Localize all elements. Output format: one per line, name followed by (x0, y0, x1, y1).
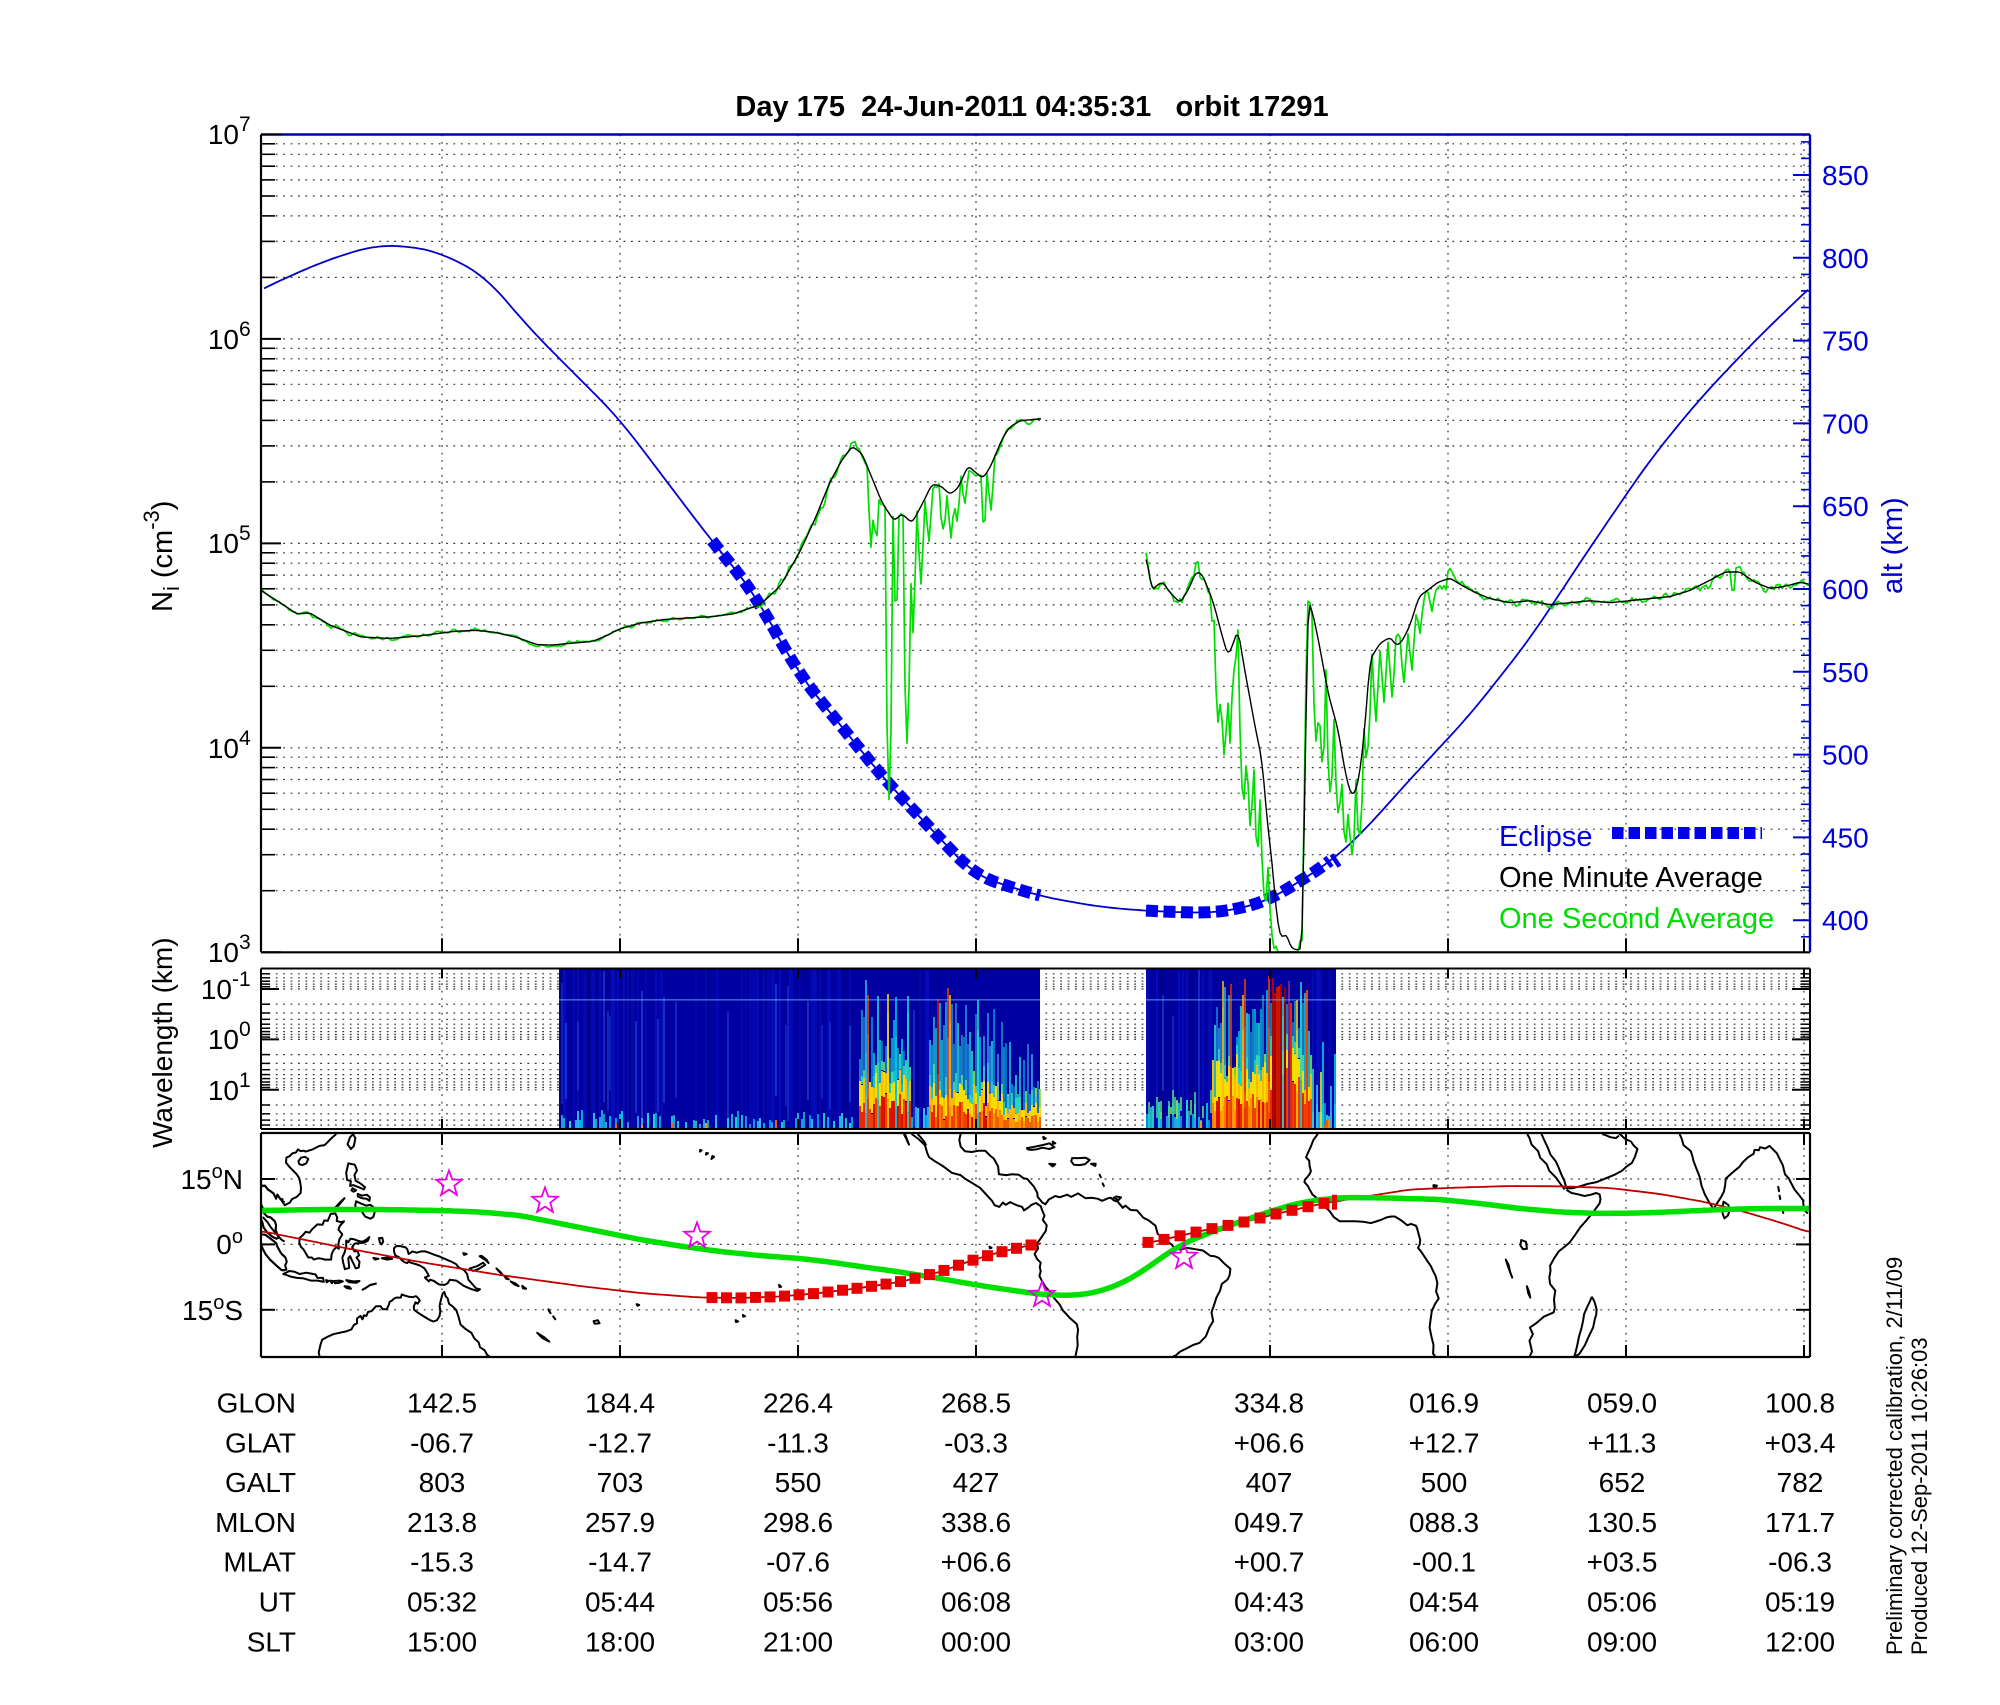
svg-text:One Second Average: One Second Average (1499, 903, 1774, 935)
svg-text:257.9: 257.9 (585, 1507, 655, 1538)
svg-text:500: 500 (1822, 740, 1869, 771)
svg-text:338.6: 338.6 (941, 1507, 1011, 1538)
svg-text:04:54: 04:54 (1409, 1587, 1479, 1618)
svg-text:GLAT: GLAT (225, 1427, 296, 1458)
svg-text:-06.3: -06.3 (1768, 1547, 1832, 1578)
svg-text:298.6: 298.6 (763, 1507, 833, 1538)
svg-text:Day 175 24-Jun-2011 04:35:31: Day 175 24-Jun-2011 04:35:31 orbit 17291 (735, 91, 1328, 123)
svg-text:500: 500 (1421, 1467, 1468, 1498)
svg-text:Eclipse: Eclipse (1499, 821, 1593, 853)
svg-text:600: 600 (1822, 574, 1869, 605)
svg-text:100.8: 100.8 (1765, 1388, 1835, 1419)
svg-text:UT: UT (259, 1587, 296, 1618)
svg-text:-03.3: -03.3 (944, 1427, 1008, 1458)
svg-text:700: 700 (1822, 408, 1869, 439)
svg-text:800: 800 (1822, 243, 1869, 274)
svg-text:-11.3: -11.3 (767, 1427, 829, 1458)
svg-text:130.5: 130.5 (1587, 1507, 1657, 1538)
svg-text:213.8: 213.8 (407, 1507, 477, 1538)
svg-text:12:00: 12:00 (1765, 1626, 1835, 1657)
svg-text:427: 427 (953, 1467, 1000, 1498)
svg-text:652: 652 (1599, 1467, 1646, 1498)
svg-text:MLAT: MLAT (223, 1547, 296, 1578)
svg-text:650: 650 (1822, 491, 1869, 522)
svg-text:+06.6: +06.6 (1234, 1427, 1305, 1458)
svg-text:04:43: 04:43 (1234, 1587, 1304, 1618)
svg-text:-12.7: -12.7 (588, 1427, 652, 1458)
svg-text:-06.7: -06.7 (410, 1427, 474, 1458)
svg-text:-00.1: -00.1 (1412, 1547, 1476, 1578)
svg-text:alt (km): alt (km) (1877, 497, 1909, 594)
svg-text:334.8: 334.8 (1234, 1388, 1304, 1419)
svg-text:Produced 12-Sep-2011 10:26:03: Produced 12-Sep-2011 10:26:03 (1907, 1337, 1932, 1655)
svg-text:142.5: 142.5 (407, 1388, 477, 1419)
svg-text:+00.7: +00.7 (1234, 1547, 1305, 1578)
svg-text:226.4: 226.4 (763, 1388, 833, 1419)
svg-text:06:00: 06:00 (1409, 1626, 1479, 1657)
svg-text:-07.6: -07.6 (766, 1547, 830, 1578)
svg-text:049.7: 049.7 (1234, 1507, 1304, 1538)
svg-text:-14.7: -14.7 (588, 1547, 652, 1578)
svg-text:00:00: 00:00 (941, 1626, 1011, 1657)
svg-text:09:00: 09:00 (1587, 1626, 1657, 1657)
svg-text:184.4: 184.4 (585, 1388, 655, 1419)
svg-text:450: 450 (1822, 822, 1869, 853)
svg-text:088.3: 088.3 (1409, 1507, 1479, 1538)
svg-text:MLON: MLON (215, 1507, 296, 1538)
svg-text:Wavelength (km): Wavelength (km) (147, 937, 178, 1148)
svg-text:703: 703 (597, 1467, 644, 1498)
svg-text:One Minute Average: One Minute Average (1499, 862, 1763, 894)
svg-text:05:44: 05:44 (585, 1587, 655, 1618)
svg-text:550: 550 (775, 1467, 822, 1498)
svg-text:407: 407 (1246, 1467, 1293, 1498)
svg-text:15oS: 15oS (182, 1292, 243, 1326)
svg-text:803: 803 (419, 1467, 466, 1498)
svg-text:+12.7: +12.7 (1409, 1427, 1480, 1458)
svg-text:06:08: 06:08 (941, 1587, 1011, 1618)
svg-text:268.5: 268.5 (941, 1388, 1011, 1419)
svg-text:05:56: 05:56 (763, 1587, 833, 1618)
svg-text:016.9: 016.9 (1409, 1388, 1479, 1419)
svg-text:05:32: 05:32 (407, 1587, 477, 1618)
svg-text:Preliminary corrected calibrat: Preliminary corrected calibration, 2/11/… (1882, 1257, 1907, 1655)
svg-text:05:06: 05:06 (1587, 1587, 1657, 1618)
svg-text:782: 782 (1777, 1467, 1824, 1498)
svg-text:171.7: 171.7 (1765, 1507, 1835, 1538)
svg-text:GLON: GLON (217, 1388, 296, 1419)
svg-text:15:00: 15:00 (407, 1626, 477, 1657)
svg-text:-15.3: -15.3 (410, 1547, 474, 1578)
svg-text:SLT: SLT (247, 1626, 296, 1657)
svg-text:+03.4: +03.4 (1765, 1427, 1836, 1458)
svg-text:18:00: 18:00 (585, 1626, 655, 1657)
svg-text:059.0: 059.0 (1587, 1388, 1657, 1419)
svg-text:+03.5: +03.5 (1587, 1547, 1658, 1578)
svg-text:850: 850 (1822, 160, 1869, 191)
svg-text:750: 750 (1822, 326, 1869, 357)
svg-text:21:00: 21:00 (763, 1626, 833, 1657)
svg-text:05:19: 05:19 (1765, 1587, 1835, 1618)
svg-text:03:00: 03:00 (1234, 1626, 1304, 1657)
svg-text:GALT: GALT (225, 1467, 296, 1498)
svg-text:+11.3: +11.3 (1588, 1427, 1657, 1458)
svg-text:400: 400 (1822, 905, 1869, 936)
svg-text:550: 550 (1822, 657, 1869, 688)
svg-text:+06.6: +06.6 (941, 1547, 1012, 1578)
